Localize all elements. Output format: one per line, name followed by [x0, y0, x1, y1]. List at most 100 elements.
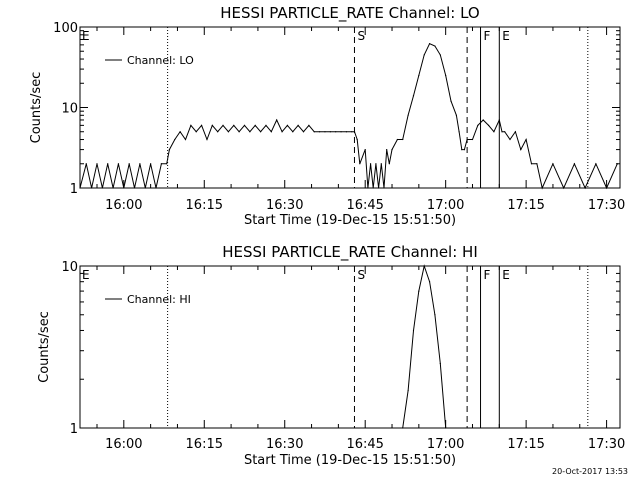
data-point [364, 148, 366, 151]
data-point [605, 187, 608, 189]
x-tick-label: 16:30 [266, 437, 303, 452]
x-tick-label: 16:45 [346, 437, 383, 452]
data-point [412, 95, 415, 97]
data-point [302, 131, 305, 133]
x-tick-label: 16:00 [105, 437, 142, 452]
data-point [418, 290, 420, 292]
data-point [128, 163, 130, 165]
data-point [96, 163, 98, 165]
data-point [573, 163, 576, 165]
y-tick-label: 1 [70, 422, 78, 437]
data-point [423, 265, 425, 267]
data-point [313, 131, 315, 133]
data-point [428, 281, 431, 283]
data-point [509, 138, 511, 141]
series-line [402, 264, 447, 429]
data-point [383, 187, 385, 189]
data-point [150, 163, 152, 165]
data-point [520, 148, 522, 151]
data-point [514, 131, 516, 133]
data-point [335, 131, 337, 133]
data-point [461, 148, 463, 151]
data-point [91, 187, 93, 189]
legend-label: Channel: LO [127, 54, 194, 67]
marker-label: F [484, 29, 491, 43]
data-point [179, 131, 181, 133]
data-point [238, 131, 240, 133]
data-point [144, 187, 146, 189]
data-point [85, 163, 87, 165]
data-point [450, 100, 452, 102]
chart-panel-1: HESSI PARTICLE_RATE Channel: LO 16:00 16:1… [29, 4, 625, 228]
data-point [616, 163, 618, 165]
data-point [477, 124, 479, 126]
chart-title: HESSI PARTICLE_RATE Channel: LO [220, 4, 479, 23]
chart-panel-2: HESSI PARTICLE_RATE Channel: HI 16:00 16:1… [37, 243, 625, 468]
data-point [418, 74, 420, 77]
data-point [340, 131, 342, 133]
data-point [396, 138, 398, 141]
data-point [356, 138, 358, 141]
data-point [380, 163, 382, 165]
x-tick-label: 17:30 [588, 437, 625, 452]
data-point [353, 131, 356, 133]
data-point [552, 163, 554, 165]
data-point [160, 163, 162, 165]
marker-label: F [484, 268, 491, 282]
data-point [493, 131, 495, 133]
data-point [270, 131, 272, 133]
data-point [525, 138, 527, 141]
data-point [375, 163, 377, 165]
data-point [79, 187, 81, 189]
data-point [455, 114, 457, 116]
x-tick-label: 17:00 [427, 198, 464, 213]
data-point [254, 124, 256, 126]
data-point [329, 131, 331, 133]
data-point [407, 390, 409, 392]
marker-label: S [357, 268, 365, 282]
marker-label: E [502, 268, 510, 282]
data-point [206, 138, 208, 141]
data-point [292, 131, 294, 133]
data-point [139, 163, 141, 165]
x-tick-label: 16:45 [346, 198, 383, 213]
chart-title: HESSI PARTICLE_RATE Channel: HI [222, 243, 478, 262]
data-point [233, 124, 235, 126]
data-point [428, 43, 431, 45]
data-point [107, 163, 109, 165]
data-point [200, 124, 203, 126]
data-point [359, 163, 361, 165]
y-axis-label: Counts/sec [37, 311, 52, 383]
data-point [123, 187, 125, 189]
data-point [530, 163, 533, 165]
data-point [458, 131, 460, 133]
data-point [423, 54, 425, 56]
data-point [211, 124, 213, 126]
data-point [471, 138, 474, 141]
data-point [584, 187, 586, 189]
data-point [308, 124, 310, 126]
x-tick-label: 17:30 [588, 198, 625, 213]
data-point [286, 124, 289, 126]
data-point [222, 124, 224, 126]
data-point [487, 124, 490, 126]
x-tick-label: 16:00 [105, 198, 142, 213]
data-point [319, 131, 321, 133]
data-point [445, 427, 447, 429]
marker-label: E [82, 268, 90, 282]
data-point [133, 187, 136, 189]
series-line [79, 43, 618, 190]
data-point [168, 148, 171, 151]
data-point [281, 131, 283, 133]
footer-timestamp: 20-Oct-2017 13:53 [552, 467, 628, 476]
x-axis-label: Start Time (19-Dec-15 15:51:50) [244, 453, 456, 468]
data-point [563, 187, 565, 189]
data-point [351, 131, 353, 133]
data-point [184, 138, 187, 141]
data-point [466, 138, 468, 141]
data-point [265, 124, 267, 126]
data-point [249, 131, 251, 133]
x-tick-label: 17:15 [507, 198, 544, 213]
data-point [378, 187, 380, 189]
data-point [388, 163, 390, 165]
